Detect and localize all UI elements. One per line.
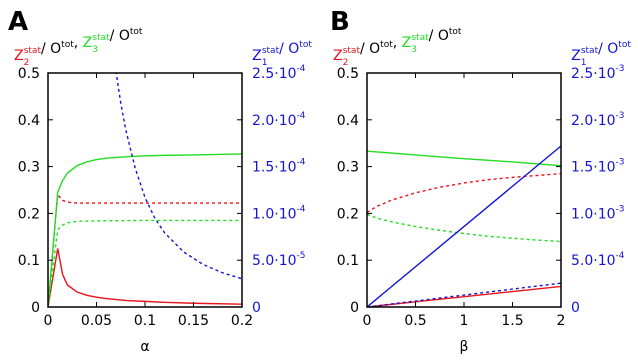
y2-tick-label: 2.5·10-3 bbox=[571, 64, 625, 82]
series-line-green-solid bbox=[367, 150, 561, 167]
x-tick-label: 0.15 bbox=[178, 313, 209, 329]
series-group bbox=[367, 145, 561, 307]
x-axis-label: α bbox=[140, 339, 149, 355]
x-tick-label: 0 bbox=[363, 313, 372, 329]
x-tick-label: 1 bbox=[460, 313, 469, 329]
y-tick-label: 0.3 bbox=[18, 160, 40, 176]
y-axis-right-label: Z1stat/ Otot bbox=[571, 40, 631, 68]
series-line-red-dashed bbox=[48, 192, 242, 307]
y2-tick-label: 1.5·10-4 bbox=[252, 158, 306, 176]
x-tick-label: 0.2 bbox=[231, 313, 253, 329]
y-axis-left-label: Z2stat/ Otot, Z3stat/ Otot bbox=[14, 27, 143, 68]
x-tick-label: 0.05 bbox=[81, 313, 112, 329]
y-tick-label: 0.1 bbox=[18, 253, 40, 269]
panel-letter: A bbox=[8, 7, 28, 37]
y2-tick-label: 2.5·10-4 bbox=[252, 64, 306, 82]
y2-tick-label: 1.5·10-3 bbox=[571, 158, 625, 176]
series-group bbox=[48, 73, 242, 307]
y-tick-label: 0.4 bbox=[18, 113, 40, 129]
y2-tick-label: 2.0·10-4 bbox=[252, 111, 306, 129]
series-line-blue-solid bbox=[367, 145, 561, 307]
y-tick-label: 0.2 bbox=[18, 206, 40, 222]
y-tick-label: 0.5 bbox=[18, 66, 40, 82]
y-tick-label: 0.2 bbox=[337, 206, 359, 222]
y2-tick-label: 1.0·10-4 bbox=[252, 204, 306, 222]
x-tick-label: 0 bbox=[44, 313, 53, 329]
y-axis-left-label: Z2stat/ Otot, Z3stat/ Otot bbox=[333, 27, 462, 68]
series-line-green-dashed bbox=[48, 219, 242, 307]
series-line-blue-dashed bbox=[115, 73, 242, 280]
plot-frame bbox=[47, 72, 243, 308]
panel-letter: B bbox=[330, 7, 350, 37]
x-tick-label: 2 bbox=[557, 313, 566, 329]
x-tick-label: 0.5 bbox=[404, 313, 426, 329]
y2-tick-label: 1.0·10-3 bbox=[571, 204, 625, 222]
y-tick-label: 0.3 bbox=[337, 160, 359, 176]
x-tick-label: 1.5 bbox=[501, 313, 523, 329]
series-line-red-dashed bbox=[367, 172, 561, 214]
y2-tick-label: 2.0·10-3 bbox=[571, 111, 625, 129]
series-line-green-dashed bbox=[367, 213, 561, 243]
y2-tick-label: 0 bbox=[571, 300, 580, 316]
series-line-blue-dashed bbox=[367, 282, 561, 307]
y-tick-label: 0 bbox=[350, 300, 359, 316]
x-axis-label: β bbox=[460, 339, 469, 355]
y-tick-label: 0.4 bbox=[337, 113, 359, 129]
y2-tick-label: 5.0·10-5 bbox=[252, 251, 306, 269]
x-tick-label: 0.1 bbox=[134, 313, 156, 329]
y-tick-label: 0.1 bbox=[337, 253, 359, 269]
series-line-red-solid bbox=[48, 248, 242, 307]
y2-tick-label: 5.0·10-4 bbox=[571, 251, 625, 269]
y-tick-label: 0.5 bbox=[337, 66, 359, 82]
y-tick-label: 0 bbox=[31, 300, 40, 316]
series-line-green-solid bbox=[48, 153, 242, 307]
y2-tick-label: 0 bbox=[252, 300, 261, 316]
plot-frame bbox=[366, 72, 562, 308]
y-axis-right-label: Z1stat/ Otot bbox=[252, 40, 312, 68]
